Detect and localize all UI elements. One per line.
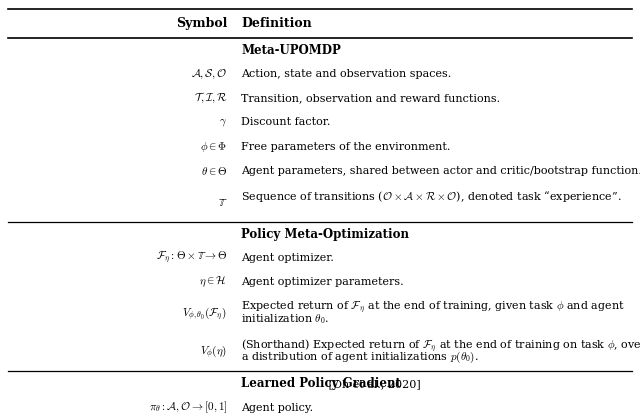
Text: Definition: Definition <box>241 17 312 30</box>
Text: Expected return of $\mathcal{F}_\eta$ at the end of training, given task $\phi$ : Expected return of $\mathcal{F}_\eta$ at… <box>241 300 625 316</box>
Text: $\pi_\theta : \mathcal{A}, \mathcal{O} \to [0,1]$: $\pi_\theta : \mathcal{A}, \mathcal{O} \… <box>148 400 227 415</box>
Text: $V_{\phi,\theta_0}(\mathcal{F}_\eta)$: $V_{\phi,\theta_0}(\mathcal{F}_\eta)$ <box>182 305 227 322</box>
Text: Policy Meta-Optimization: Policy Meta-Optimization <box>241 228 410 241</box>
Text: Agent optimizer parameters.: Agent optimizer parameters. <box>241 277 404 287</box>
Text: $\theta \in \Theta$: $\theta \in \Theta$ <box>201 165 227 177</box>
Text: Agent policy.: Agent policy. <box>241 403 314 413</box>
Text: $\phi \in \Phi$: $\phi \in \Phi$ <box>200 140 227 154</box>
Text: $\gamma$: $\gamma$ <box>219 117 227 128</box>
Text: Agent optimizer.: Agent optimizer. <box>241 253 334 263</box>
Text: a distribution of agent initializations $p(\theta_0)$.: a distribution of agent initializations … <box>241 350 479 365</box>
Text: $\eta \in \mathcal{H}$: $\eta \in \mathcal{H}$ <box>200 275 227 289</box>
Text: $\mathbb{T}$: $\mathbb{T}$ <box>218 197 227 208</box>
Text: Discount factor.: Discount factor. <box>241 117 331 127</box>
Text: $\mathcal{A}, \mathcal{S}, \mathcal{O}$: $\mathcal{A}, \mathcal{S}, \mathcal{O}$ <box>191 67 227 81</box>
Text: Free parameters of the environment.: Free parameters of the environment. <box>241 142 451 152</box>
Text: initialization $\theta_0$.: initialization $\theta_0$. <box>241 312 330 326</box>
Text: Sequence of transitions ($\mathcal{O} \times \mathcal{A} \times \mathcal{R} \tim: Sequence of transitions ($\mathcal{O} \t… <box>241 189 622 204</box>
Text: Meta-UPOMDP: Meta-UPOMDP <box>241 44 341 57</box>
Text: Action, state and observation spaces.: Action, state and observation spaces. <box>241 69 452 79</box>
Text: $\mathcal{F}_\eta : \Theta \times \mathbb{T} \to \Theta$: $\mathcal{F}_\eta : \Theta \times \mathb… <box>156 250 227 266</box>
Text: Agent parameters, shared between actor and critic/bootstrap function.: Agent parameters, shared between actor a… <box>241 166 640 176</box>
Text: Symbol: Symbol <box>176 17 227 30</box>
Text: (Shorthand) Expected return of $\mathcal{F}_\eta$ at the end of training on task: (Shorthand) Expected return of $\mathcal… <box>241 338 640 355</box>
Text: $\mathcal{T}, \mathcal{I}, \mathcal{R}$: $\mathcal{T}, \mathcal{I}, \mathcal{R}$ <box>194 91 227 105</box>
Text: Transition, observation and reward functions.: Transition, observation and reward funct… <box>241 93 500 103</box>
Text: $V_\phi(\eta)$: $V_\phi(\eta)$ <box>200 344 227 360</box>
Text: Learned Policy Gradient: Learned Policy Gradient <box>241 377 401 390</box>
Text: [Oh et al., 2020]: [Oh et al., 2020] <box>325 379 421 389</box>
